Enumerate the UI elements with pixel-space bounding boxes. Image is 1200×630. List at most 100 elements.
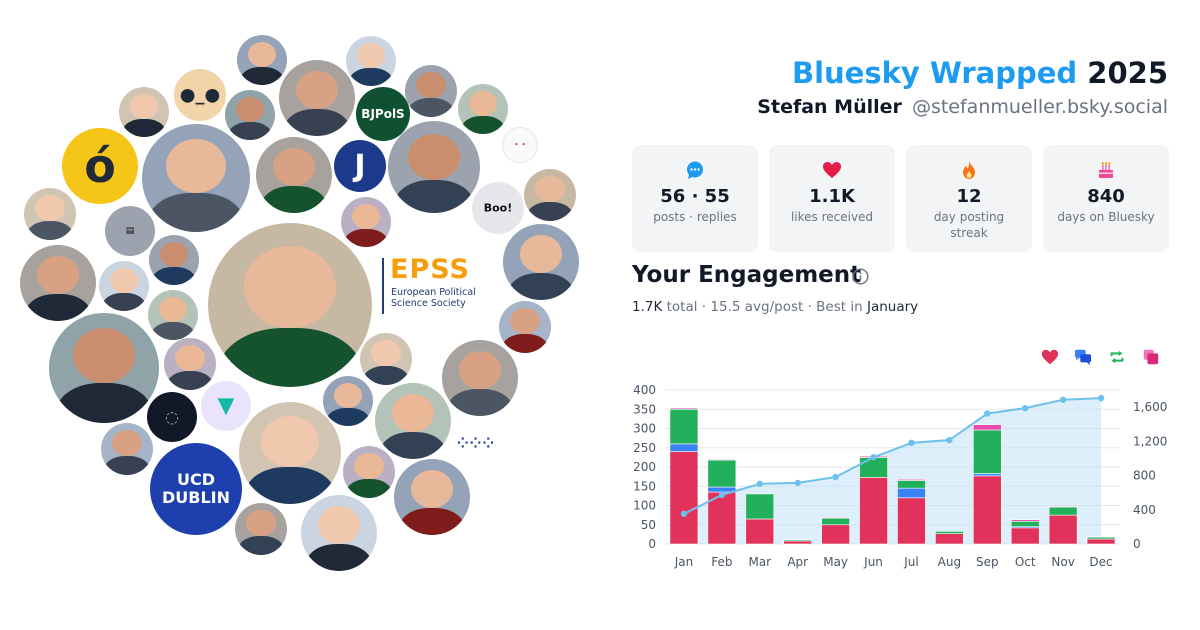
avatar-face [160, 242, 188, 267]
avatar-body [238, 536, 284, 555]
bar-segment-likes [1048, 514, 1078, 545]
o-logo-text: ó [84, 139, 116, 193]
avatar-face [354, 453, 384, 480]
x-tick-label: Jan [674, 555, 694, 569]
speech-bubble-icon [632, 160, 758, 180]
bar-segment-reposts [745, 493, 775, 520]
engagement-summary: 1.7K total · 15.5 avg/post · Best in Jan… [632, 299, 918, 315]
y-tick-left: 200 [633, 460, 656, 474]
avatar-face [130, 94, 158, 119]
avatar-photo [360, 333, 412, 385]
stat-card-likes: 1.1K likes received [769, 145, 895, 252]
avatar-face [244, 245, 336, 328]
stat-value: 12 [956, 186, 982, 207]
avatar-logo-dark: ◌ [147, 392, 197, 442]
bar-segment-quotes [1048, 505, 1078, 508]
avatar-photo [164, 338, 216, 390]
avatar-body [102, 293, 146, 311]
engagement-total-word: total [666, 299, 698, 315]
y-tick-left: 400 [633, 383, 656, 397]
x-tick-label: Mar [748, 555, 771, 569]
avatar-body [152, 267, 196, 285]
bar-segment-quotes [1010, 519, 1040, 522]
avatar-face [175, 345, 205, 372]
avatar-bubble-cluster: BJPolS ●_● ó J · · Boo! ▤ ▼ ◌ ⁘⁘⁘ UCD DUBLIN [20, 35, 579, 571]
stat-value: 840 [1087, 186, 1125, 207]
cumulative-point [1097, 394, 1105, 402]
engagement-avg: 15.5 avg/post [710, 299, 804, 315]
cumulative-point [1022, 404, 1029, 412]
avatar-photo [235, 503, 287, 555]
bar-segment-likes [1086, 538, 1116, 545]
avatar-face [458, 350, 502, 389]
avatar-photo [394, 459, 470, 535]
avatar-face [391, 393, 435, 432]
stat-label: days on Bluesky [1057, 210, 1155, 224]
fire-icon [906, 160, 1032, 180]
epss-logo-bar [382, 258, 384, 314]
avatar-face [535, 176, 565, 203]
likes-legend-heart-icon[interactable] [1041, 348, 1059, 366]
bar-segment-quotes [669, 407, 699, 410]
avatar-photo [442, 340, 518, 416]
cumulative-point [832, 473, 839, 481]
avatar-face [73, 328, 135, 384]
y-tick-right: 0 [1133, 537, 1141, 551]
avatar-logo-logo-bjps: BJPolS [356, 87, 410, 141]
avatar-body [507, 272, 575, 300]
engagement-chart: 0 50 100 150 200 250 300 350 400 0 400 800 1,200 1,60… [633, 383, 1167, 569]
avatar-body [148, 193, 244, 232]
info-icon[interactable] [852, 268, 869, 285]
stat-value: 56 · 55 [660, 186, 730, 207]
avatar-logo-dots: ⁘⁘⁘ [452, 420, 500, 468]
y-tick-right: 1,200 [1133, 434, 1167, 448]
replies-legend-chat-icon[interactable] [1074, 348, 1092, 366]
bar-segment-reposts [935, 530, 964, 534]
quotes-legend-quote-icon[interactable] [1142, 348, 1160, 366]
bar-segment-reposts [821, 517, 850, 526]
bar-segment-quotes [821, 517, 850, 519]
y-tick-left: 0 [648, 537, 656, 551]
avatar-face [246, 510, 276, 537]
x-tick-label: Aug [938, 555, 961, 569]
bar-segment-replies [669, 443, 699, 452]
cumulative-point [680, 510, 688, 517]
avatar-photo [20, 245, 96, 321]
cumulative-point [1059, 396, 1067, 403]
avatar-photo [119, 87, 169, 137]
avatar-photo [524, 169, 576, 221]
bar-segment-reposts [1010, 520, 1040, 527]
avatar-body [260, 185, 328, 213]
y-tick-left: 300 [633, 422, 656, 436]
avatar-face [261, 416, 319, 468]
avatar-face [410, 469, 454, 508]
avatar-body [104, 456, 150, 475]
engagement-total-value: 1.7K [632, 299, 663, 315]
avatar-photo [101, 423, 153, 475]
bjps-logo-text: BJPolS [361, 107, 405, 121]
x-tick-label: May [823, 555, 848, 569]
avatar-photo [343, 446, 395, 498]
avatar-photo [24, 188, 76, 240]
avatar-body [283, 108, 351, 136]
avatar-photo [346, 36, 396, 86]
avatar-body [151, 322, 195, 340]
avatar-face [469, 91, 497, 116]
y-tick-left: 350 [633, 402, 656, 416]
cumulative-point [756, 480, 763, 488]
avatar-photo [458, 84, 508, 134]
avatar-body [167, 371, 213, 390]
avatar-body [349, 68, 393, 86]
y-tick-right: 400 [1133, 503, 1156, 517]
bar-segment-likes [669, 451, 699, 545]
avatar-photo [149, 235, 199, 285]
stat-card-streak: 12 day posting streak [906, 145, 1032, 252]
reposts-legend-repost-icon[interactable] [1108, 348, 1126, 366]
ucd-logo-text: UCD DUBLIN [161, 470, 230, 507]
stat-label: day posting streak [933, 210, 1005, 240]
avatar-photo [499, 301, 551, 353]
bar-segment-likes [859, 477, 888, 545]
avatar-face [110, 268, 138, 293]
y-tick-left: 100 [633, 499, 656, 513]
bar-segment-replies [972, 473, 1002, 477]
